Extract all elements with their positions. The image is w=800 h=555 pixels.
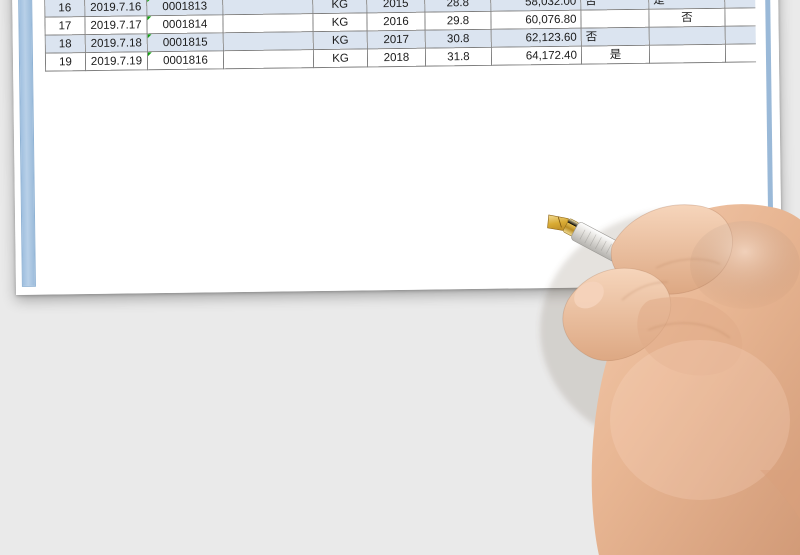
year-cell[interactable]: 2017	[367, 30, 426, 49]
flag1-cell[interactable]	[580, 9, 650, 29]
quantity-cell[interactable]: 31.8	[425, 47, 492, 67]
row-number-cell[interactable]: 19	[45, 52, 86, 72]
unit-cell[interactable]: KG	[312, 0, 367, 14]
amount-cell[interactable]: 62,123.60	[491, 28, 582, 48]
date-cell[interactable]: 2019.7.18	[85, 33, 148, 53]
year-cell[interactable]: 2018	[367, 48, 426, 67]
unit-cell[interactable]: KG	[313, 48, 368, 68]
item-name-cell[interactable]	[222, 0, 313, 15]
amount-cell[interactable]: 64,172.40	[491, 46, 582, 66]
amount-cell[interactable]: 60,076.80	[490, 10, 582, 30]
row-number-cell[interactable]: 17	[44, 16, 86, 36]
flag2-cell[interactable]: 否	[648, 8, 726, 28]
year-cell[interactable]: 2016	[366, 12, 426, 31]
data-table: 52019.7.50001802KG200417.835,671.20是否620…	[42, 0, 759, 72]
flag1-cell[interactable]: 否	[581, 27, 650, 47]
year-cell[interactable]: 2015	[366, 0, 425, 13]
row-number-cell[interactable]: 18	[45, 34, 86, 54]
trailing-blank-cell[interactable]	[725, 25, 759, 45]
row-number-cell[interactable]: 16	[44, 0, 85, 18]
date-cell[interactable]: 2019.7.17	[84, 15, 148, 35]
item-id-cell[interactable]: 0001815	[147, 32, 224, 52]
item-id-cell[interactable]: 0001814	[146, 14, 224, 34]
trailing-blank-cell[interactable]	[725, 43, 759, 63]
flag1-cell[interactable]: 是	[581, 45, 650, 65]
date-cell[interactable]: 2019.7.16	[84, 0, 147, 17]
item-name-cell[interactable]	[223, 49, 314, 69]
spreadsheet-sheet: 52019.7.50001802KG200417.835,671.20是否620…	[9, 0, 782, 296]
quantity-cell[interactable]: 29.8	[424, 11, 492, 31]
quantity-cell[interactable]: 28.8	[424, 0, 491, 13]
flag2-cell[interactable]	[649, 26, 726, 46]
spreadsheet-grid-viewport[interactable]: 52019.7.50001802KG200417.835,671.20是否620…	[42, 0, 759, 287]
unit-cell[interactable]: KG	[312, 12, 368, 32]
flag2-cell[interactable]	[649, 44, 726, 64]
date-cell[interactable]: 2019.7.19	[85, 51, 148, 71]
trailing-blank-cell[interactable]	[724, 7, 759, 27]
item-name-cell[interactable]	[222, 13, 314, 33]
unit-cell[interactable]: KG	[313, 30, 368, 50]
quantity-cell[interactable]: 30.8	[425, 29, 492, 49]
item-id-cell[interactable]: 0001813	[146, 0, 223, 16]
item-name-cell[interactable]	[223, 31, 314, 51]
item-id-cell[interactable]: 0001816	[147, 50, 224, 70]
